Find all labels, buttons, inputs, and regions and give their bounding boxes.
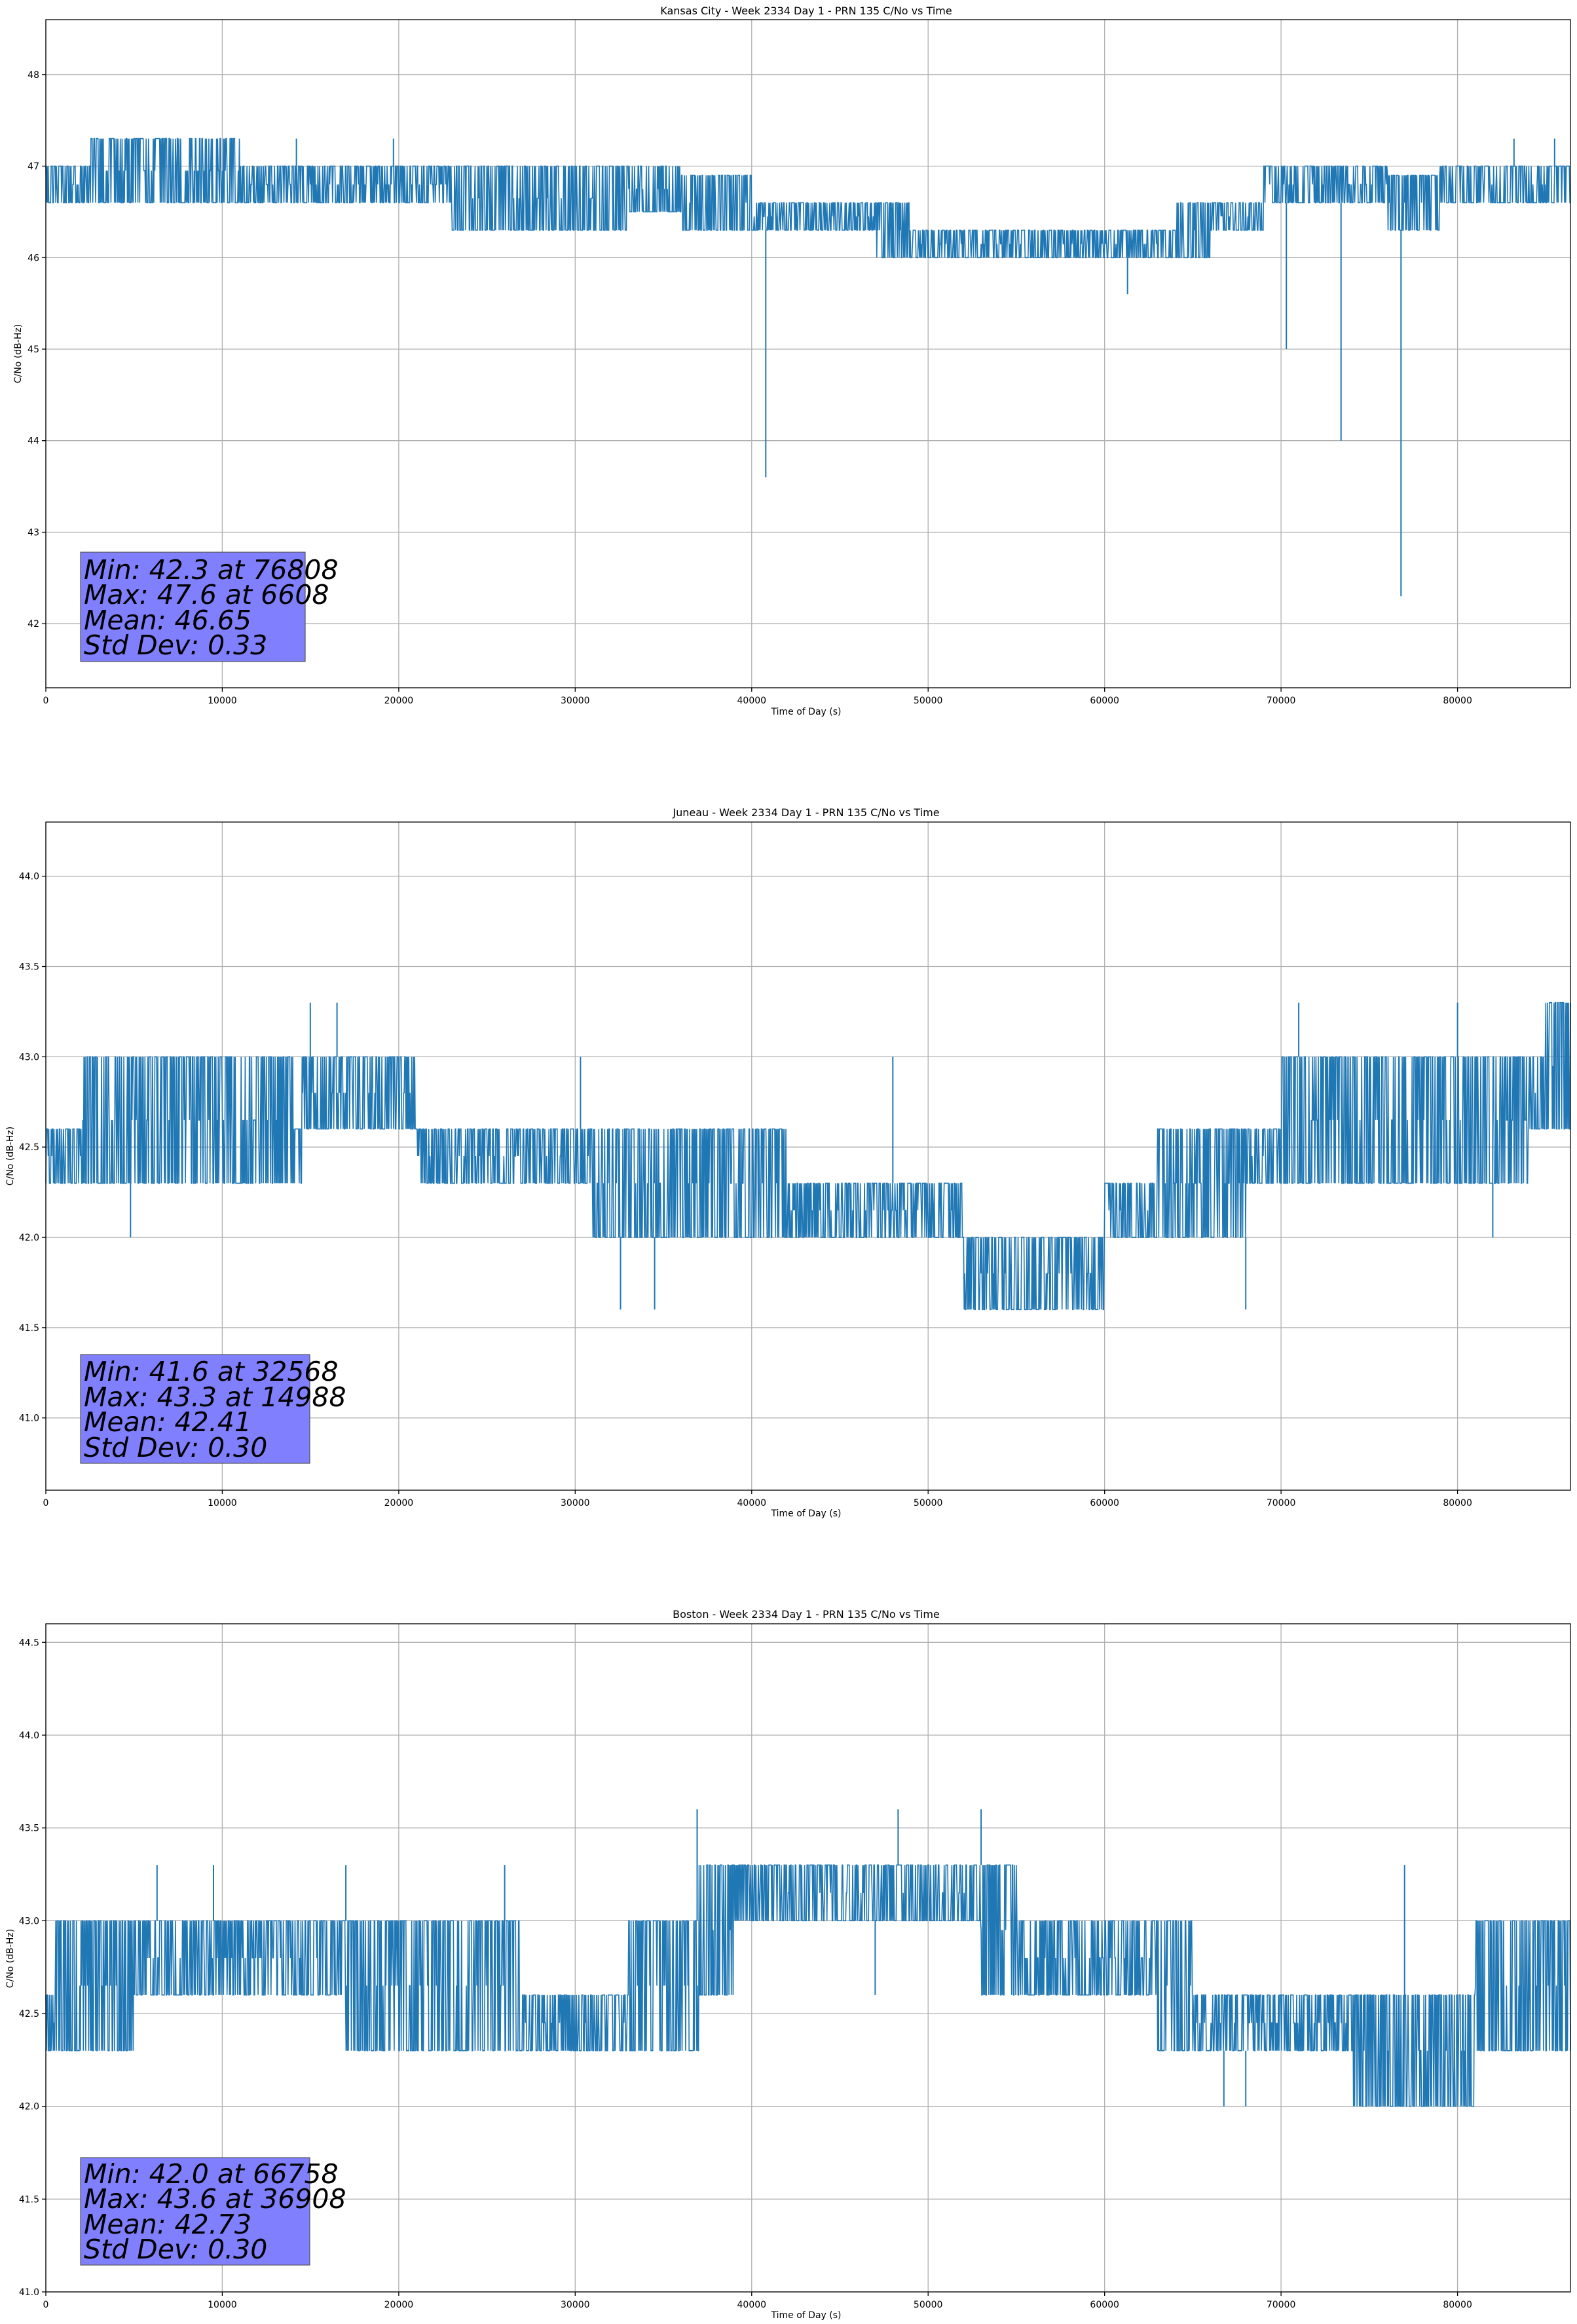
x-tick-label: 60000 (1090, 1498, 1119, 1509)
x-tick-label: 30000 (561, 696, 590, 706)
y-tick-label: 43.0 (19, 1916, 39, 1926)
axes: 0 10000 20000 30000 40000 50000 60000 70000 8000… (28, 70, 1472, 706)
stat-max: Max: 43.3 at 14988 (84, 1381, 346, 1413)
stat-std-dev: Std Dev: 0.30 (84, 2234, 267, 2265)
stat-mean: Mean: 46.65 (84, 605, 251, 636)
y-tick-label: 47 (28, 162, 39, 172)
plot-frame (45, 1623, 1571, 2293)
y-tick-label: 42 (28, 619, 39, 629)
plot-frame (45, 821, 1571, 1491)
y-tick-label: 41.5 (19, 2194, 39, 2205)
stat-min: Min: 42.0 at 66758 (84, 2158, 339, 2190)
chart-title: Juneau - Week 2334 Day 1 - PRN 135 C/No … (672, 806, 939, 819)
stats-box: Min: 41.6 at 32568 Max: 43.3 at 14988 Me… (80, 1354, 346, 1464)
y-axis-label: C/No (dB-Hz) (5, 1929, 16, 1988)
x-tick-label: 80000 (1443, 2300, 1472, 2310)
y-tick-label: 43.5 (19, 962, 39, 973)
x-tick-label: 70000 (1267, 1498, 1296, 1509)
cno-trace (45, 1864, 1571, 2107)
x-tick-label: 0 (43, 2300, 49, 2310)
stat-min: Min: 41.6 at 32568 (84, 1356, 339, 1387)
axes: 0 10000 20000 30000 40000 50000 60000 70000 8000… (19, 1638, 1472, 2310)
y-tick-label: 46 (28, 253, 39, 263)
chart-title: Kansas City - Week 2334 Day 1 - PRN 135 … (660, 5, 952, 17)
x-tick-label: 0 (43, 696, 49, 706)
y-tick-label: 42.0 (19, 1233, 39, 1243)
boston-chart: Boston - Week 2334 Day 1 - PRN 135 C/No … (5, 1608, 1571, 2321)
x-tick-label: 80000 (1443, 1498, 1472, 1509)
x-tick-label: 40000 (737, 1498, 767, 1509)
stat-max: Max: 43.6 at 36908 (84, 2183, 346, 2215)
stat-std-dev: Std Dev: 0.30 (84, 1432, 267, 1463)
stats-box: Min: 42.0 at 66758 Max: 43.6 at 36908 Me… (80, 2157, 346, 2266)
x-tick-label: 70000 (1267, 2300, 1296, 2310)
x-tick-label: 50000 (914, 2300, 943, 2310)
axes: 0 10000 20000 30000 40000 50000 60000 70000 8000… (19, 872, 1472, 1509)
stat-mean: Mean: 42.73 (84, 2209, 251, 2240)
stat-min: Min: 42.3 at 76808 (84, 554, 339, 586)
stat-max: Max: 47.6 at 6608 (84, 579, 329, 610)
y-tick-label: 44.0 (19, 1731, 39, 1741)
kansas-city-chart: Kansas City - Week 2334 Day 1 - PRN 135 … (13, 5, 1571, 717)
y-tick-label: 42.5 (19, 2009, 39, 2019)
y-tick-label: 42.5 (19, 1142, 39, 1153)
x-tick-label: 10000 (208, 1498, 237, 1509)
x-tick-label: 60000 (1090, 2300, 1119, 2310)
x-tick-label: 20000 (384, 696, 414, 706)
juneau-chart: Juneau - Week 2334 Day 1 - PRN 135 C/No … (5, 806, 1571, 1519)
y-tick-label: 44.0 (19, 872, 39, 882)
y-tick-label: 41.0 (19, 1414, 39, 1424)
y-axis-label: C/No (dB-Hz) (5, 1127, 16, 1186)
x-tick-label: 40000 (737, 696, 767, 706)
x-tick-label: 20000 (384, 2300, 414, 2310)
chart-title: Boston - Week 2334 Day 1 - PRN 135 C/No … (673, 1608, 940, 1621)
y-axis-label: C/No (dB-Hz) (13, 324, 24, 383)
y-tick-label: 44.5 (19, 1638, 39, 1648)
y-tick-label: 48 (28, 70, 39, 81)
x-tick-label: 0 (43, 1498, 49, 1509)
x-tick-label: 30000 (561, 1498, 590, 1509)
x-tick-label: 60000 (1090, 696, 1119, 706)
y-tick-label: 42.0 (19, 2102, 39, 2112)
x-tick-label: 50000 (914, 1498, 943, 1509)
y-tick-label: 43.5 (19, 1824, 39, 1834)
y-tick-label: 44 (28, 436, 39, 447)
x-axis-label: Time of Day (s) (771, 1509, 842, 1519)
y-tick-label: 41.0 (19, 2287, 39, 2298)
x-tick-label: 30000 (561, 2300, 590, 2310)
y-tick-label: 43.0 (19, 1052, 39, 1062)
x-tick-label: 10000 (208, 696, 237, 706)
y-tick-label: 45 (28, 345, 39, 355)
y-tick-label: 43 (28, 528, 39, 538)
cno-trace (45, 1002, 1571, 1311)
x-axis-label: Time of Day (s) (771, 2310, 842, 2321)
x-tick-label: 20000 (384, 1498, 414, 1509)
x-tick-label: 80000 (1443, 696, 1472, 706)
x-tick-label: 50000 (914, 696, 943, 706)
stat-std-dev: Std Dev: 0.33 (84, 629, 267, 661)
x-axis-label: Time of Day (s) (771, 707, 842, 717)
cno-trace (45, 138, 1570, 259)
x-tick-label: 10000 (208, 2300, 237, 2310)
y-tick-label: 41.5 (19, 1323, 39, 1334)
stats-box: Min: 42.3 at 76808 Max: 47.6 at 6608 Mea… (80, 552, 339, 662)
x-tick-label: 70000 (1267, 696, 1296, 706)
x-tick-label: 40000 (737, 2300, 767, 2310)
plot-frame (45, 19, 1571, 688)
stat-mean: Mean: 42.41 (84, 1406, 251, 1438)
